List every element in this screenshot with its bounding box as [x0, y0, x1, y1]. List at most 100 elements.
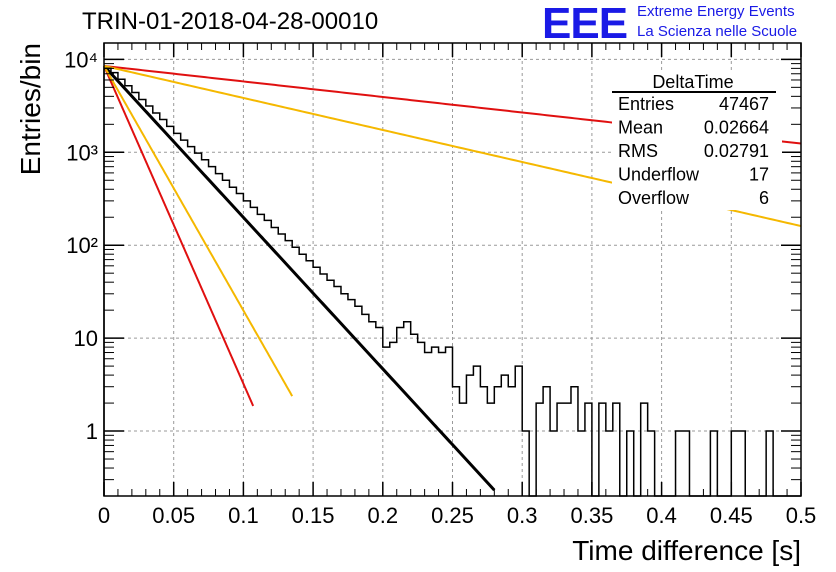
stats-background: [612, 70, 782, 210]
stats-title: DeltaTime: [652, 72, 733, 92]
histogram-bin: [195, 153, 202, 496]
x-tick-label: 0.35: [570, 503, 613, 528]
histogram-bin: [738, 431, 745, 496]
histogram-bin: [306, 261, 313, 496]
histogram-bin: [348, 300, 355, 496]
histogram-bin: [418, 342, 425, 496]
y-axis-title: Entries/bin: [15, 43, 46, 175]
x-tick-label: 0.3: [507, 503, 538, 528]
histogram-bin: [627, 431, 634, 496]
histogram-bin: [404, 322, 411, 496]
x-tick-labels: 0 0.05 0.1 0.15 0.2 0.25 0.3 0.35 0.4 0.45 0.5: [98, 503, 816, 528]
histogram-bin: [397, 328, 404, 496]
histogram-bin: [564, 403, 571, 496]
histogram-bin: [439, 353, 446, 496]
x-axis-title: Time difference [s]: [572, 535, 801, 566]
histogram-bin: [390, 342, 397, 496]
x-tick-label: 0.5: [786, 503, 817, 528]
stats-label: RMS: [618, 141, 658, 161]
histogram-bin: [494, 387, 501, 496]
histogram-bin: [466, 375, 473, 496]
histogram-bin: [362, 314, 369, 496]
histogram-bin: [676, 431, 683, 496]
histogram-bin: [557, 403, 564, 496]
stats-label: Mean: [618, 118, 663, 138]
histogram-bin: [257, 214, 264, 496]
histogram-bin: [683, 431, 690, 496]
histogram-bin: [411, 334, 418, 496]
x-tick-label: 0.05: [152, 503, 195, 528]
x-tick-label: 0.1: [228, 503, 259, 528]
stats-value: 17: [749, 165, 769, 185]
eee-logo: EEE: [542, 0, 628, 48]
y-tick-labels: 1 10 10² 10³ 10⁴: [64, 47, 98, 444]
fit-curve-1: [103, 65, 255, 407]
histogram-bin: [550, 431, 557, 496]
histogram-bin: [578, 431, 585, 496]
stats-value: 0.02791: [704, 141, 769, 161]
stats-rows: Entries 47467 Mean 0.02664 RMS 0.02791Underfl…: [618, 94, 769, 208]
x-tick-label: 0.45: [710, 503, 753, 528]
histogram-bin: [648, 431, 655, 496]
histogram-outline: [103, 67, 801, 497]
histogram-bin: [299, 254, 306, 496]
histogram-bin: [229, 187, 236, 496]
histogram-bin: [710, 431, 717, 496]
histogram-bin: [153, 113, 160, 496]
y-tick-label: 10: [74, 326, 98, 351]
histogram-bin: [613, 403, 620, 496]
histogram-bin: [125, 86, 132, 496]
x-tick-label: 0.4: [646, 503, 677, 528]
stats-value: 47467: [719, 94, 769, 114]
histogram-bin: [278, 234, 285, 496]
stats-value: 0.02664: [704, 118, 769, 138]
histogram-bin: [181, 140, 188, 496]
y-tick-label: 1: [86, 419, 98, 444]
y-tick-label: 10³: [66, 140, 98, 165]
stats-box: DeltaTime Entries 47467 Mean 0.02664 RMS 0.02…: [612, 70, 782, 210]
grid-lines: [104, 43, 801, 496]
histogram-bin: [641, 403, 648, 496]
histogram-bin: [118, 79, 125, 496]
histogram-bin: [731, 431, 738, 496]
histogram-bin: [501, 375, 508, 496]
histogram-bin: [236, 194, 243, 496]
histogram-bin: [355, 306, 362, 496]
stats-label: Entries: [618, 94, 674, 114]
brand-line-1: Extreme Energy Events: [637, 3, 795, 20]
histogram-bin: [132, 92, 139, 496]
axis-ticks: [103, 43, 802, 497]
stats-label: Underflow: [618, 165, 700, 185]
histogram-bin: [202, 160, 209, 496]
histogram-bin: [766, 431, 773, 496]
y-tick-label: 10²: [66, 233, 98, 258]
y-tick-label: 10⁴: [64, 47, 98, 72]
histogram-bin: [599, 403, 606, 496]
fit-curve-0: [102, 64, 496, 492]
histogram-bars: [103, 67, 801, 497]
brand-line-2: La Scienza nelle Scuole: [637, 23, 798, 40]
histogram-bin: [522, 431, 529, 496]
histogram-bin: [285, 241, 292, 496]
histogram-bin: [446, 347, 453, 496]
histogram-bin: [376, 328, 383, 496]
fit-curve-2: [103, 65, 294, 397]
histogram-bin: [425, 353, 432, 496]
histogram-bin: [536, 403, 543, 496]
histogram-bin: [209, 167, 216, 496]
histogram-bin: [188, 147, 195, 496]
histogram-bin: [571, 387, 578, 496]
histogram-bin: [543, 387, 550, 496]
histogram-bin: [111, 73, 118, 496]
histogram-bin: [453, 387, 460, 496]
histogram-bin: [369, 322, 376, 496]
x-tick-label: 0.15: [292, 503, 335, 528]
histogram-bin: [585, 403, 592, 496]
x-tick-label: 0: [98, 503, 110, 528]
stats-label: Overflow: [618, 188, 690, 208]
histogram-bin: [250, 207, 257, 496]
histogram-bin: [508, 387, 515, 496]
histogram-bin: [459, 403, 466, 496]
chart-title: TRIN-01-2018-04-28-00010: [82, 8, 379, 35]
